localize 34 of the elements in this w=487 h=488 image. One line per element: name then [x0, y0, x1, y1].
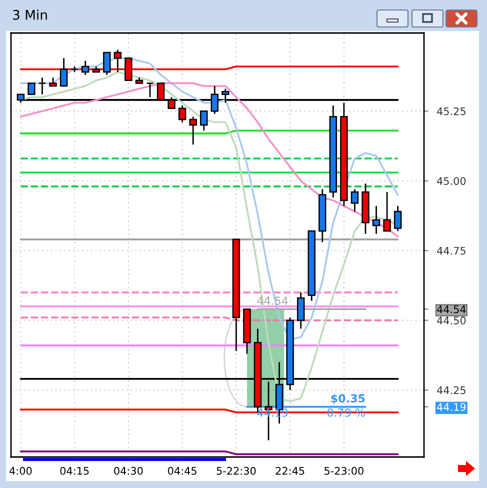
- annotation: 44.19: [257, 408, 288, 417]
- candlestick: [146, 82, 154, 98]
- y-tick-label: 44.25: [437, 386, 466, 394]
- annotation: $0.35: [331, 394, 365, 404]
- y-tick-label: 44.50: [437, 316, 466, 324]
- x-tick-label: 04:30: [114, 466, 143, 475]
- x-tick-label: 04:45: [168, 466, 196, 475]
- candlestick: [394, 205, 402, 232]
- candlestick: [81, 60, 90, 76]
- y-tick-label: 44.54: [437, 306, 466, 314]
- line-series: [20, 82, 399, 238]
- x-tick-label: 04:15: [60, 466, 89, 475]
- candlestick: [296, 292, 305, 330]
- y-tick-label: 44.19: [437, 403, 466, 411]
- candlestick: [114, 49, 122, 73]
- x-tick-label: 5-23:00: [324, 466, 364, 475]
- x-tick-label: 4:00: [10, 466, 32, 475]
- x-tick-label: 5-22:30: [216, 466, 256, 475]
- candlestick: [189, 116, 197, 146]
- candlestick: [60, 57, 68, 87]
- candlestick: [372, 205, 380, 235]
- candlestick: [28, 82, 36, 95]
- candlestick: [103, 52, 111, 76]
- candlestick: [178, 104, 186, 123]
- candlestick: [124, 57, 132, 82]
- candlestick: [38, 76, 46, 96]
- y-tick-label: 45.00: [437, 177, 466, 185]
- candlestick: [350, 188, 359, 212]
- y-tick-label: 44.75: [437, 246, 466, 255]
- x-tick-label: 22:45: [276, 466, 304, 475]
- candlestick: [383, 191, 391, 232]
- chart-title: 3 Min: [13, 10, 47, 20]
- candlestick: [200, 110, 208, 132]
- y-tick-label: 45.25: [437, 107, 466, 116]
